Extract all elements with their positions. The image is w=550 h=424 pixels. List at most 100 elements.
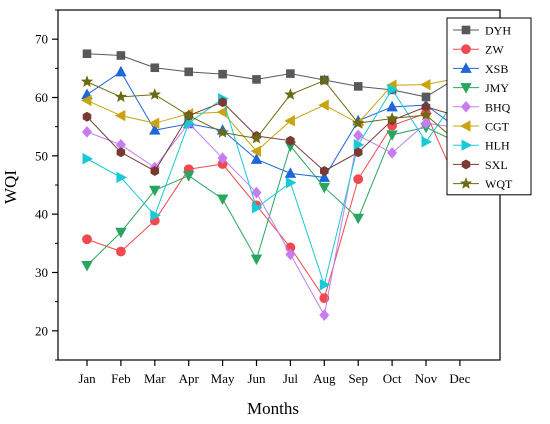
data-point xyxy=(252,75,261,84)
data-point xyxy=(286,135,295,146)
legend-marker xyxy=(461,25,471,35)
x-axis-title: Months xyxy=(247,399,299,418)
data-point xyxy=(82,126,92,138)
x-tick-label: May xyxy=(211,371,235,386)
data-point xyxy=(252,202,263,214)
series-line xyxy=(86,112,461,300)
y-tick-label: 50 xyxy=(35,148,48,163)
legend-item: DYH xyxy=(453,24,511,38)
data-point xyxy=(182,109,195,121)
series-layer xyxy=(80,49,467,321)
legend-item: SXL xyxy=(453,158,508,172)
data-point xyxy=(387,83,399,96)
legend-marker xyxy=(459,120,471,132)
x-tick-label: Feb xyxy=(111,371,131,386)
data-point xyxy=(250,131,263,144)
data-point xyxy=(284,115,295,127)
legend-label: BHQ xyxy=(485,100,511,114)
data-point xyxy=(319,279,331,291)
legend-item: WQT xyxy=(453,177,513,191)
data-point xyxy=(318,99,329,111)
data-point xyxy=(150,63,160,73)
data-point xyxy=(116,171,127,184)
y-axis-ticks: 20 30 40 50 60 70 xyxy=(35,9,58,361)
legend-marker xyxy=(460,62,472,73)
y-tick-label: 20 xyxy=(35,323,48,338)
data-point xyxy=(216,194,229,206)
data-point xyxy=(217,152,228,165)
data-point xyxy=(318,182,331,194)
x-tick-label: Apr xyxy=(179,371,200,386)
data-point xyxy=(353,82,363,91)
series-bhq xyxy=(82,117,465,321)
series-dyh xyxy=(82,49,465,102)
data-point xyxy=(80,94,92,107)
legend-marker xyxy=(459,177,473,189)
legend-label: WQT xyxy=(485,177,513,191)
data-point xyxy=(421,136,433,148)
series-line xyxy=(86,79,461,145)
legend-item: CGT xyxy=(453,120,510,134)
legend-item: HLH xyxy=(453,139,510,153)
data-point xyxy=(116,51,126,60)
legend-item: BHQ xyxy=(453,100,511,114)
data-point xyxy=(149,124,161,135)
data-point xyxy=(284,88,297,100)
data-point xyxy=(116,246,126,257)
x-tick-label: Jan xyxy=(78,371,96,386)
y-tick-label: 60 xyxy=(35,90,48,105)
data-point xyxy=(148,88,161,100)
legend-marker xyxy=(461,100,471,113)
data-point xyxy=(320,166,329,176)
legend: DYH ZW XSB JMY BHQ CGT HLH SXL WQT xyxy=(446,17,532,196)
data-point xyxy=(285,176,297,189)
data-point xyxy=(352,213,364,225)
y-tick-label: 30 xyxy=(35,265,48,280)
data-point xyxy=(114,90,128,103)
series-line xyxy=(86,53,461,98)
data-point xyxy=(385,112,399,124)
series-line xyxy=(86,122,460,317)
data-point xyxy=(82,49,92,59)
data-point xyxy=(250,145,262,157)
legend-marker xyxy=(461,44,471,55)
data-point xyxy=(319,309,330,321)
x-tick-label: Dec xyxy=(449,371,470,386)
data-point xyxy=(182,171,195,182)
data-point xyxy=(285,248,296,261)
y-tick-label: 40 xyxy=(35,207,48,222)
legend-label: XSB xyxy=(485,62,508,76)
x-tick-label: Aug xyxy=(313,371,336,386)
data-point xyxy=(150,209,161,222)
x-axis-ticks: Jan Feb Mar Apr May Jun Jul Aug Sep Oct Nov Dec xyxy=(78,360,471,386)
data-point xyxy=(352,116,365,129)
data-point xyxy=(149,185,161,197)
x-tick-label: Jun xyxy=(247,371,266,386)
legend-item: ZW xyxy=(453,43,504,57)
y-tick-label: 70 xyxy=(35,32,48,47)
data-point xyxy=(419,108,433,121)
data-point xyxy=(115,65,127,77)
data-point xyxy=(386,100,398,112)
legend-label: DYH xyxy=(485,24,511,38)
x-tick-label: Jul xyxy=(283,371,299,386)
data-point xyxy=(353,129,364,142)
data-point xyxy=(114,109,126,122)
y-axis-title: WQI xyxy=(1,170,20,204)
data-point xyxy=(116,147,126,158)
legend-item: JMY xyxy=(453,81,509,95)
data-point xyxy=(218,69,227,79)
data-point xyxy=(419,78,431,91)
series-line xyxy=(86,88,461,287)
data-point xyxy=(284,167,297,178)
x-tick-label: Sep xyxy=(348,371,368,386)
legend-marker xyxy=(460,83,472,94)
data-point xyxy=(387,147,398,159)
data-point xyxy=(82,153,94,165)
data-point xyxy=(386,130,398,141)
data-point xyxy=(216,126,229,138)
data-point xyxy=(353,147,363,158)
data-point xyxy=(286,69,295,78)
legend-label: SXL xyxy=(485,158,508,172)
